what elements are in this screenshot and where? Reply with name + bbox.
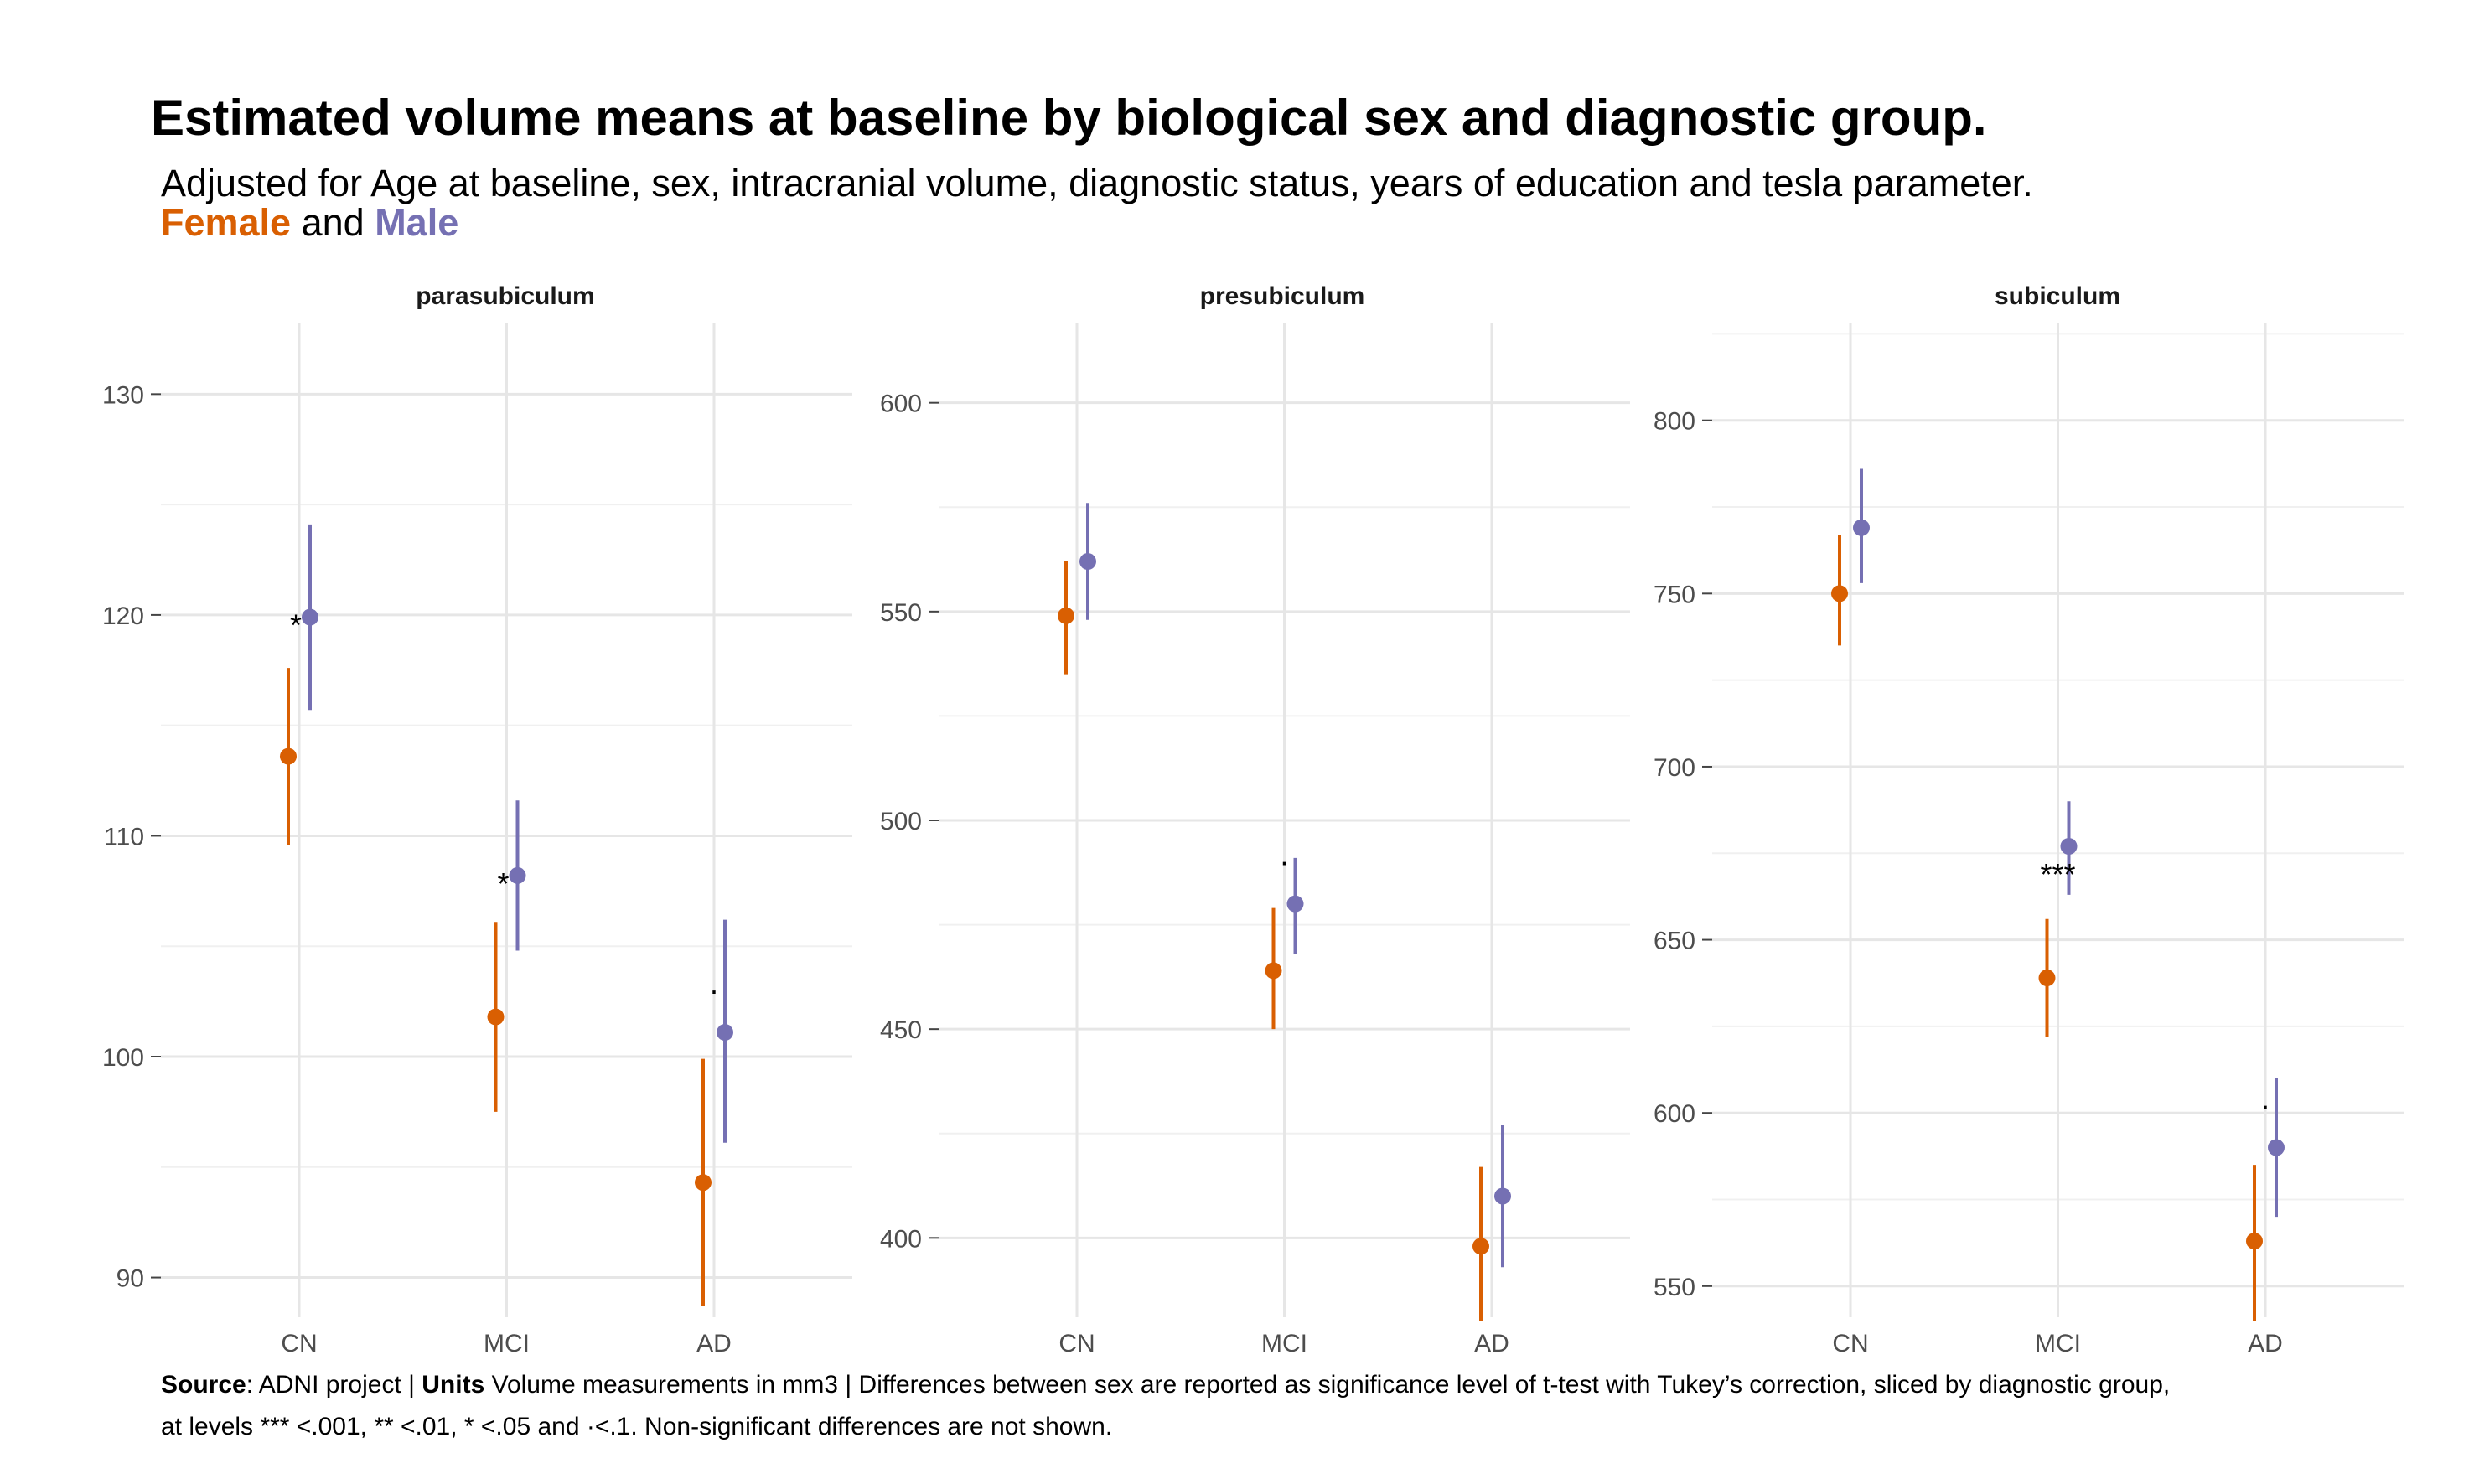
significance-label: · (1280, 845, 1290, 879)
point-male (2268, 1139, 2285, 1156)
legend-connector: and (291, 201, 375, 244)
legend: Female and Male (161, 201, 458, 245)
x-tick-label: AD (2248, 1330, 2283, 1357)
x-tick-label: CN (1058, 1330, 1095, 1357)
y-tick-label: 600 (1654, 1100, 1695, 1128)
y-tick-label: 550 (1654, 1274, 1695, 1301)
y-tick-label: 110 (104, 823, 144, 851)
x-tick-label: CN (281, 1330, 317, 1357)
point-female (2038, 970, 2056, 987)
point-male (1853, 519, 1870, 536)
point-male (717, 1024, 733, 1042)
caption-line-2: at levels *** <.001, ** <.01, * <.05 and… (161, 1413, 1113, 1440)
significance-label: *** (2040, 857, 2075, 892)
facet-title-parasubiculum: parasubiculum (416, 282, 594, 310)
facet-title-subiculum: subiculum (1995, 282, 2120, 310)
point-female (280, 747, 297, 765)
legend-male: Male (375, 201, 459, 244)
significance-label: * (290, 608, 302, 643)
point-male (1079, 553, 1096, 571)
point-male (1286, 895, 1304, 913)
x-tick-label: CN (1832, 1330, 1868, 1357)
y-tick-label: 450 (880, 1016, 922, 1044)
point-male (509, 866, 526, 884)
facet-title-presubiculum: presubiculum (1200, 282, 1365, 310)
caption-source-label: Source (161, 1371, 246, 1399)
point-female (1472, 1238, 1489, 1255)
x-tick-label: AD (1474, 1330, 1509, 1357)
chart-subtitle: Adjusted for Age at baseline, sex, intra… (161, 162, 2033, 204)
point-female (487, 1008, 505, 1026)
y-tick-label: 800 (1654, 408, 1695, 436)
caption-line-1: Source: ADNI project | Units Volume meas… (161, 1364, 2170, 1406)
point-male (302, 608, 318, 626)
caption: Source: ADNI project | Units Volume meas… (161, 1364, 2170, 1448)
point-female (695, 1174, 712, 1192)
x-tick-label: MCI (484, 1330, 530, 1357)
caption-source-text: : ADNI project | (246, 1371, 422, 1399)
y-tick-label: 550 (880, 599, 922, 627)
y-tick-label: 500 (880, 808, 922, 835)
y-tick-label: 650 (1654, 928, 1695, 955)
significance-label: · (709, 973, 719, 1007)
y-tick-label: 100 (102, 1044, 144, 1072)
point-female (1831, 585, 1848, 602)
caption-units-text: Volume measurements in mm3 | Differences… (484, 1371, 2171, 1399)
chart-title: Estimated volume means at baseline by bi… (151, 90, 1987, 146)
x-tick-label: MCI (1261, 1330, 1307, 1357)
point-female (1058, 607, 1074, 624)
point-male (2060, 837, 2078, 855)
y-tick-label: 700 (1654, 754, 1695, 782)
y-tick-label: 400 (880, 1225, 922, 1253)
y-tick-label: 750 (1654, 581, 1695, 608)
significance-label: * (497, 866, 509, 901)
y-tick-label: 130 (102, 381, 144, 409)
caption-units-label: Units (422, 1371, 485, 1399)
y-tick-label: 90 (116, 1265, 144, 1293)
point-female (1265, 962, 1282, 980)
x-tick-label: AD (696, 1330, 732, 1357)
x-tick-label: MCI (2035, 1330, 2081, 1357)
significance-label: · (2260, 1088, 2270, 1123)
y-tick-label: 600 (880, 390, 922, 418)
legend-female: Female (161, 201, 292, 244)
point-female (2246, 1233, 2263, 1250)
point-male (1494, 1187, 1511, 1205)
y-tick-label: 120 (102, 602, 144, 630)
